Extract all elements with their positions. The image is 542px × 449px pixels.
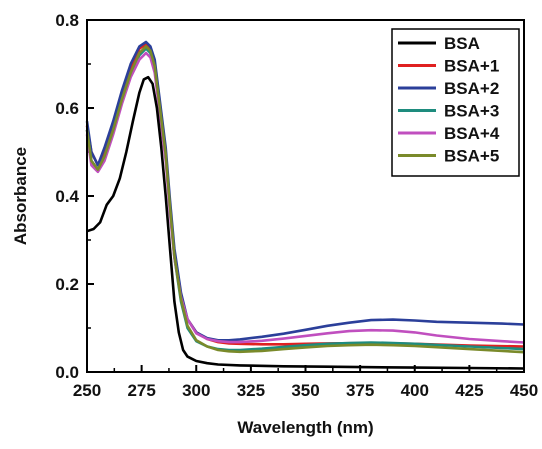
legend-label: BSA+3: [444, 102, 499, 121]
plot-frame: [86, 19, 525, 373]
legend-box: [391, 28, 520, 177]
series-line-bsa-plus-5: [85, 45, 525, 354]
legend-label: BSA+2: [444, 79, 499, 98]
legend-label: BSA+1: [444, 57, 499, 76]
x-tick-label: 400: [401, 381, 429, 400]
series-line-bsa: [86, 75, 525, 370]
axis-ticks: 250 275 300 325 350 375 400 425 450 0.0 0.2 0.4 0.6 0…: [55, 11, 538, 400]
y-tick-label: 0.0: [55, 363, 79, 382]
y-axis-title: Absorbance: [11, 147, 30, 245]
legend-label: BSA+4: [444, 124, 500, 143]
x-tick-label: 350: [291, 381, 319, 400]
legend-label: BSA: [444, 34, 480, 53]
x-tick-label: 250: [73, 381, 101, 400]
y-tick-label: 0.8: [55, 11, 79, 30]
x-tick-label: 450: [510, 381, 538, 400]
legend: BSA BSA+1 BSA+2 BSA+3 BSA+4 BSA+5: [391, 28, 520, 177]
x-tick-label: 425: [455, 381, 483, 400]
x-tick-label: 375: [346, 381, 374, 400]
y-tick-label: 0.2: [55, 275, 79, 294]
x-tick-label: 300: [182, 381, 210, 400]
y-tick-label: 0.6: [55, 99, 79, 118]
series-line-bsa-plus-4: [85, 51, 525, 344]
x-axis-title: Wavelength (nm): [237, 418, 373, 437]
y-tick-label: 0.4: [55, 187, 79, 206]
x-tick-label: 325: [237, 381, 265, 400]
legend-label: BSA+5: [444, 147, 499, 166]
x-tick-label: 275: [127, 381, 155, 400]
series-lines: [85, 40, 525, 370]
